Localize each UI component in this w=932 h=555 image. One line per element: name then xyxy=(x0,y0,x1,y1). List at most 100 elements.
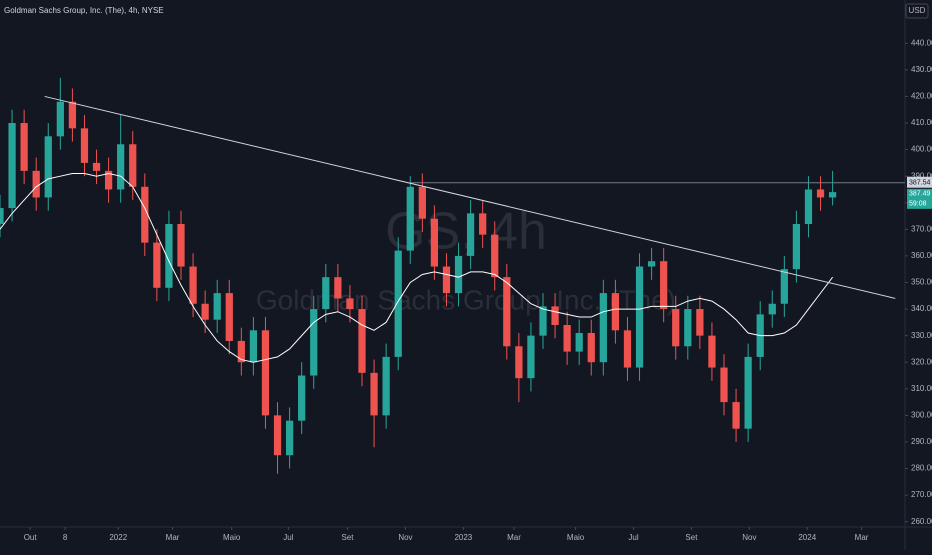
candle-body xyxy=(684,309,692,347)
candle-body xyxy=(117,144,125,190)
x-tick-label: 2022 xyxy=(109,533,127,542)
candle-body xyxy=(515,346,523,379)
candle-body xyxy=(647,261,656,267)
y-tick-label: 270.00 xyxy=(911,490,932,499)
y-tick-label: 330.00 xyxy=(911,331,932,340)
candle-body xyxy=(828,192,837,198)
candle-body xyxy=(0,208,4,225)
candle-body xyxy=(466,213,475,256)
candle-body xyxy=(189,266,197,304)
candle-body xyxy=(563,325,571,352)
candle-body xyxy=(575,332,583,352)
candle-body xyxy=(611,293,620,331)
candle-body xyxy=(334,277,342,299)
last-price-box xyxy=(907,188,932,209)
x-tick-label: Out xyxy=(24,533,38,542)
candle-body xyxy=(732,402,740,429)
candle-body xyxy=(635,266,644,368)
x-tick-label: 2024 xyxy=(798,533,816,542)
candle-body xyxy=(551,306,559,326)
candle-body xyxy=(660,261,668,310)
y-tick-label: 290.00 xyxy=(911,437,932,446)
y-tick-label: 340.00 xyxy=(911,304,932,313)
candle-body xyxy=(129,144,137,187)
candle-body xyxy=(804,189,813,225)
candle-body xyxy=(406,186,414,251)
candle-body xyxy=(382,356,390,416)
candle-body xyxy=(816,189,825,198)
y-tick-label: 280.00 xyxy=(911,464,932,473)
candle-body xyxy=(394,250,402,357)
x-tick-label: Maio xyxy=(567,533,585,542)
x-tick-label: Mar xyxy=(507,533,521,542)
candle-body xyxy=(92,162,101,171)
chart-title: Goldman Sachs Group, Inc. (The), 4h, NYS… xyxy=(4,6,164,15)
y-tick-label: 390.00 xyxy=(911,171,932,180)
candle-body xyxy=(56,101,64,137)
candle-body xyxy=(479,213,487,235)
candle-body xyxy=(672,309,680,347)
x-tick-label: 8 xyxy=(63,533,68,542)
y-tick-label: 430.00 xyxy=(911,65,932,74)
countdown: 59:08 xyxy=(909,201,927,208)
candle-body xyxy=(491,234,499,278)
last-price: 387.49 xyxy=(909,191,931,198)
currency[interactable]: USD xyxy=(909,6,926,15)
candle-body xyxy=(780,269,788,304)
candle-body xyxy=(346,298,354,310)
x-tick-label: Nov xyxy=(742,533,756,542)
x-tick-label: Set xyxy=(685,533,698,542)
x-tick-label: 2023 xyxy=(454,533,472,542)
candle-body xyxy=(213,293,221,320)
moving-average xyxy=(0,173,833,363)
candle-body xyxy=(430,218,439,267)
candle-body xyxy=(744,356,752,429)
candle-body xyxy=(708,335,716,368)
currency-box[interactable] xyxy=(905,3,929,19)
candle-body xyxy=(141,186,149,243)
candle-body xyxy=(696,309,704,336)
y-tick-label: 400.00 xyxy=(911,145,932,154)
x-tick-label: Maio xyxy=(223,533,241,542)
candle-body xyxy=(322,277,330,310)
candle-body xyxy=(237,340,245,363)
candle-body xyxy=(44,136,52,198)
candle-body xyxy=(273,415,282,456)
candle-body xyxy=(623,330,632,368)
x-tick-label: Nov xyxy=(398,533,412,542)
candle-body xyxy=(285,420,294,456)
candle-body xyxy=(8,123,16,209)
candle-body xyxy=(792,224,801,270)
y-tick-label: 410.00 xyxy=(911,118,932,127)
candle-body xyxy=(201,303,209,320)
candle-body xyxy=(165,224,173,288)
candle-body xyxy=(32,170,40,198)
x-tick-label: Jul xyxy=(283,533,293,542)
candle-body xyxy=(153,242,161,288)
candle-body xyxy=(20,123,28,171)
horizontal-line-label-box xyxy=(907,176,932,188)
y-tick-label: 320.00 xyxy=(911,357,932,366)
y-tick-label: 350.00 xyxy=(911,278,932,287)
candle-body xyxy=(225,293,233,341)
candle-body xyxy=(358,309,366,373)
candle-body xyxy=(104,170,113,190)
y-tick-label: 310.00 xyxy=(911,384,932,393)
candle-body xyxy=(442,266,451,294)
horizontal-line-label: 387.54 xyxy=(909,180,931,187)
candle-body xyxy=(418,186,426,219)
candle-body xyxy=(539,306,547,336)
candle-body xyxy=(454,255,463,294)
y-tick-label: 440.00 xyxy=(911,38,932,47)
trendline xyxy=(44,95,896,299)
candle-body xyxy=(527,335,535,379)
candle-body xyxy=(720,367,728,403)
x-tick-label: Jul xyxy=(628,533,638,542)
candle-body xyxy=(768,303,776,315)
x-tick-label: Mar xyxy=(166,533,180,542)
candle-body xyxy=(310,309,318,376)
y-tick-label: 260.00 xyxy=(911,517,932,526)
candle-body xyxy=(587,332,595,363)
candle-body xyxy=(68,101,77,129)
